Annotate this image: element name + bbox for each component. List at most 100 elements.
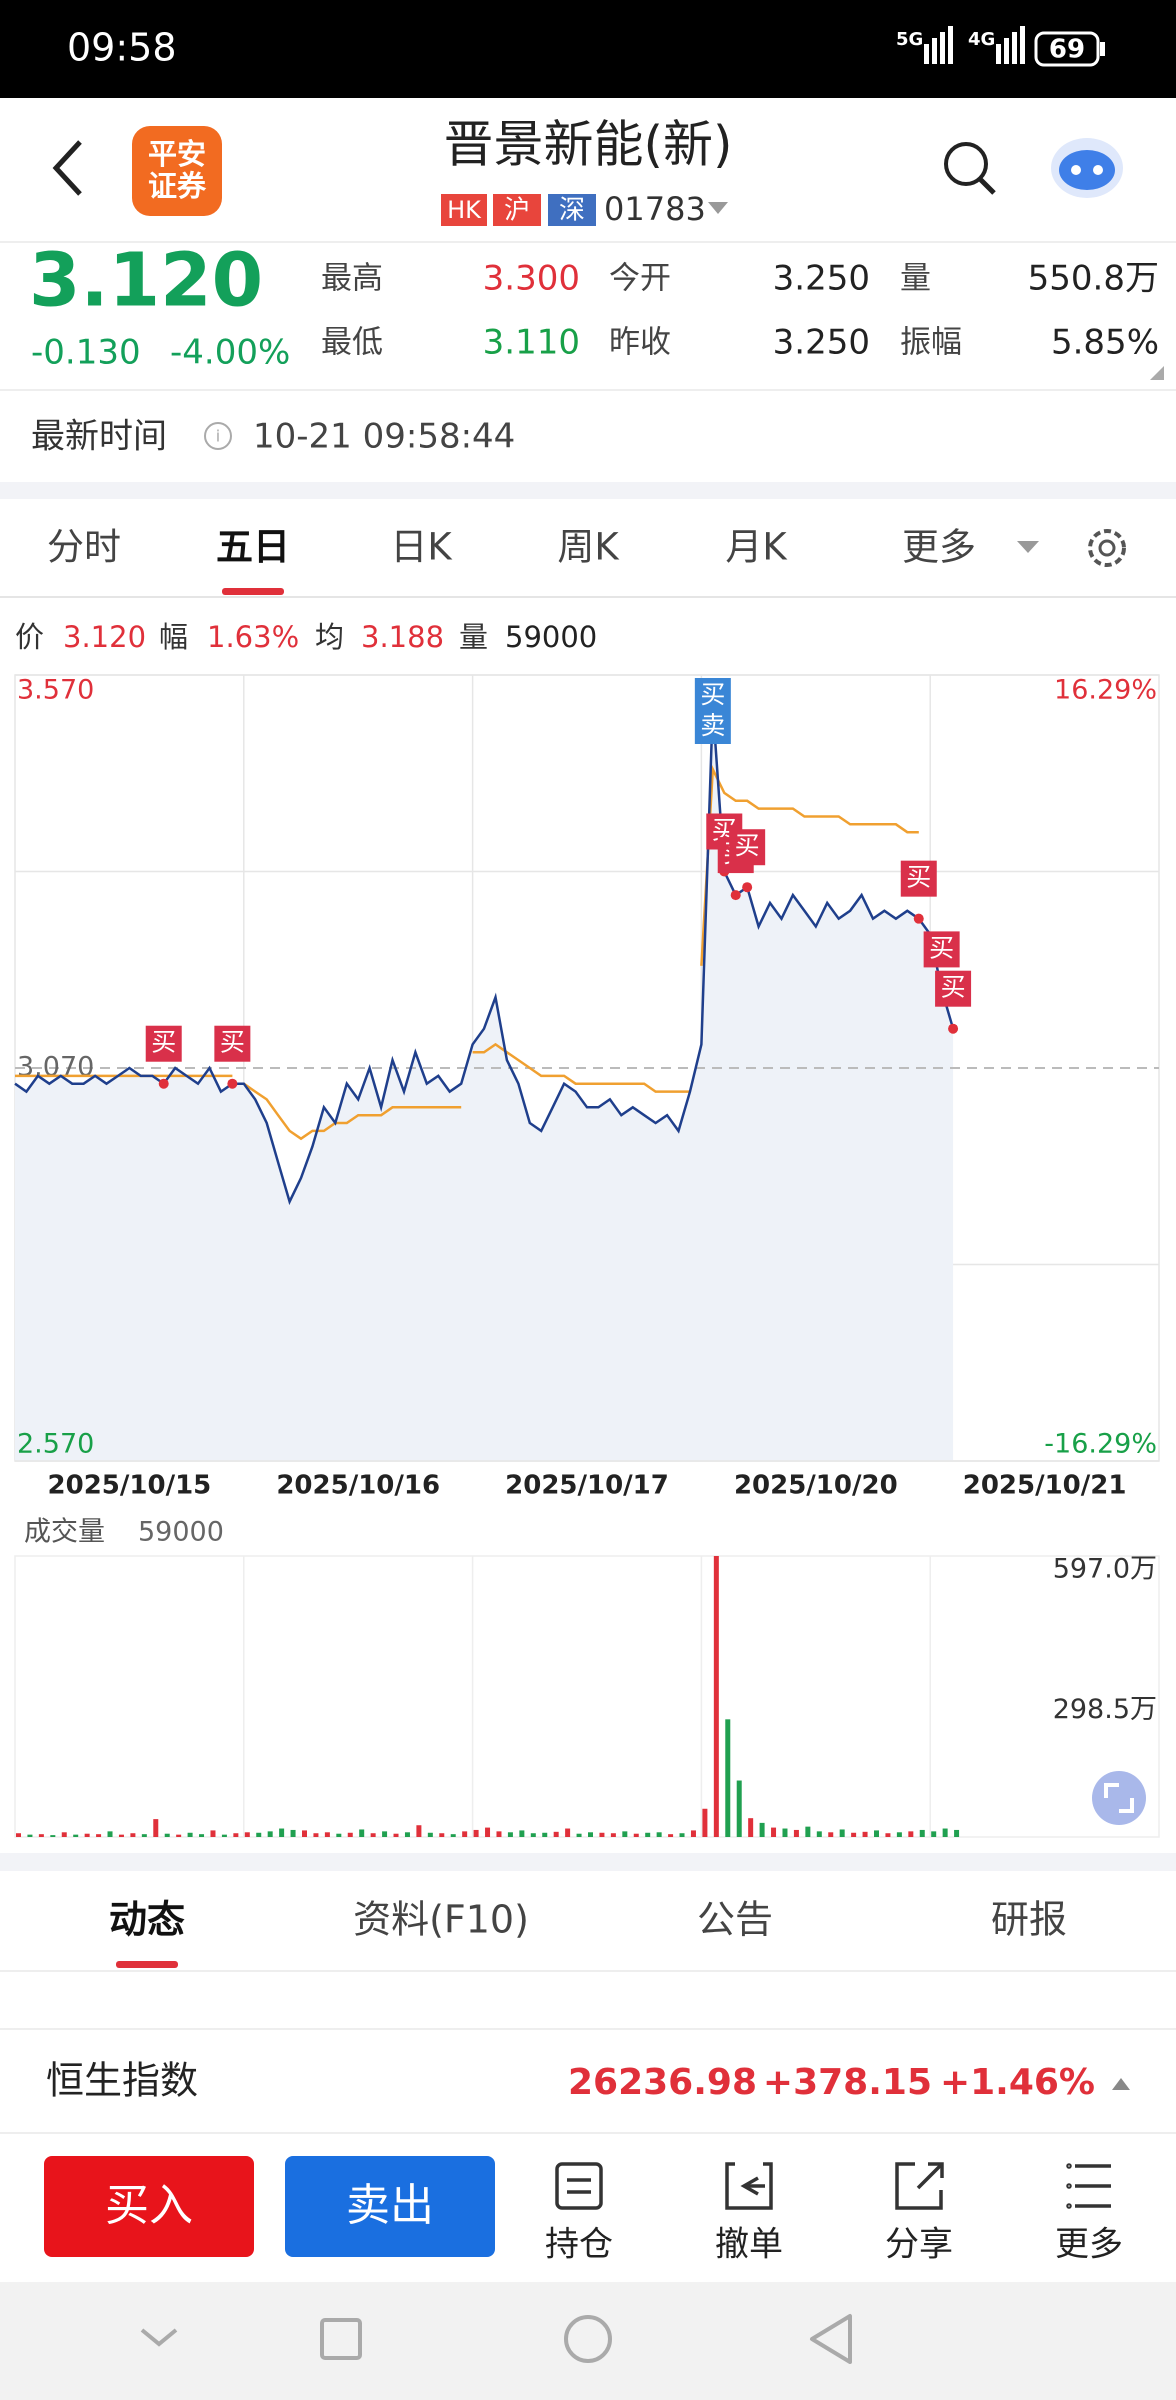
average-line [700,764,919,966]
volume-bar [862,1831,868,1837]
field-label: 昨收 [609,325,671,361]
info-label: 价 [15,620,44,654]
nav-hide[interactable] [140,2328,178,2347]
spacer [0,482,1176,499]
chart-tab[interactable]: 分时 [47,526,121,569]
trade-marker-label: 买 [906,863,931,892]
battery [1034,31,1100,67]
fullscreen-button[interactable] [1092,1771,1146,1825]
volume-label: 成交量 [24,1517,105,1548]
volume-bar [73,1834,79,1837]
trade-marker [900,860,937,897]
volume-bar [496,1831,502,1837]
volume-bar [61,1832,67,1837]
trade-marker [935,970,972,1007]
info-label: 量 [459,620,488,654]
index-name: 恒生指数 [46,2059,198,2103]
volume-bar [313,1833,319,1837]
trade-marker [145,1025,182,1062]
index-change-pct: +1.46% [940,2062,1095,2103]
price-line [14,706,955,1206]
volume-bar [176,1834,182,1837]
nav-recent[interactable] [320,2318,362,2360]
tool-label[interactable]: 持仓 [545,2225,613,2265]
position-icon[interactable] [555,2162,603,2210]
volume-bar [771,1827,777,1837]
dropdown-arrow[interactable] [708,202,728,214]
info-value: 59000 [505,620,597,654]
chart-tab[interactable]: 周K [557,526,620,569]
trade-dot [730,890,741,901]
volume-bar [576,1833,582,1837]
chart: 3.570 3.070 2.570 16.29% -16.29% 2025/10/15 20… [14,674,1159,1837]
tag: 沪 [504,196,530,226]
volume-bar [187,1832,193,1837]
nav-bar [0,2282,1176,2400]
tab-indicator [116,1961,178,1968]
volume-bar [382,1831,388,1837]
content-tab[interactable]: 资料(F10) [353,1898,529,1942]
expand-corner[interactable] [1150,366,1164,380]
field-label: 最低 [321,325,383,361]
info-icon[interactable] [204,422,232,450]
tag-bg [493,194,541,226]
tool-label[interactable]: 撤单 [715,2225,783,2265]
stock-title: 晋景新能(新) [443,116,732,174]
more-arrow[interactable] [1017,541,1039,553]
volume-bar [199,1834,205,1837]
field-value: 3.250 [773,259,870,299]
field-value: 550.8万 [1028,259,1159,299]
content-tab[interactable]: 公告 [697,1898,773,1942]
volume-bar [679,1833,685,1837]
index-value: 26236.98 [568,2062,757,2103]
volume-bar [896,1832,902,1837]
assistant-button[interactable] [1051,138,1123,198]
chart-tab[interactable]: 日K [390,526,453,569]
chart-tab[interactable]: 五日 [216,526,290,569]
chart-tab[interactable]: 月K [725,526,788,569]
settings-button[interactable] [1088,529,1126,567]
last-price: 3.120 [29,238,263,324]
content-tab[interactable]: 研报 [991,1898,1067,1942]
volume-bar [702,1808,708,1837]
volume-bar [816,1831,822,1837]
volume-bar [336,1833,342,1837]
volume-bar [84,1833,90,1837]
back-button[interactable] [52,140,82,196]
search-button[interactable] [944,142,988,186]
tool-label[interactable]: 更多 [1055,2225,1123,2265]
info-value: 3.120 [63,620,146,654]
volume-bar [370,1833,376,1837]
chart-tab[interactable]: 更多 [902,526,976,569]
expand-arrow[interactable] [1112,2078,1130,2090]
volume-bar [450,1834,456,1837]
content-tab[interactable]: 动态 [109,1898,185,1942]
info-value: 1.63% [207,620,299,654]
buy-button[interactable] [44,2156,254,2257]
nav-back[interactable] [810,2314,852,2364]
field-label: 量 [900,261,931,297]
nav-home[interactable] [564,2315,612,2363]
volume-bar [668,1834,674,1837]
y2-tick-label: 16.29% [1054,675,1157,706]
volume-bar [828,1832,834,1837]
x-tick-label: 2025/10/20 [734,1471,898,1501]
volume-bar [622,1831,628,1837]
more-icon[interactable] [1066,2163,1111,2209]
info-value: 3.188 [361,620,444,654]
volume-bar [130,1833,136,1837]
x-tick-label: 2025/10/21 [963,1471,1127,1501]
volume-bar [439,1833,445,1837]
net-label: 5G [896,29,923,50]
x-tick-label: 2025/10/15 [48,1471,212,1501]
logo-text: 平安 [148,137,206,171]
volume-bar [736,1780,742,1837]
tool-label[interactable]: 分享 [885,2225,953,2265]
volume-bar [404,1832,410,1837]
volume-bar [244,1832,250,1837]
share-icon[interactable] [895,2162,944,2210]
trade-marker [214,1025,251,1062]
volume-bar [839,1829,845,1837]
sell-button[interactable] [285,2156,495,2257]
cancel-icon[interactable] [725,2162,773,2210]
